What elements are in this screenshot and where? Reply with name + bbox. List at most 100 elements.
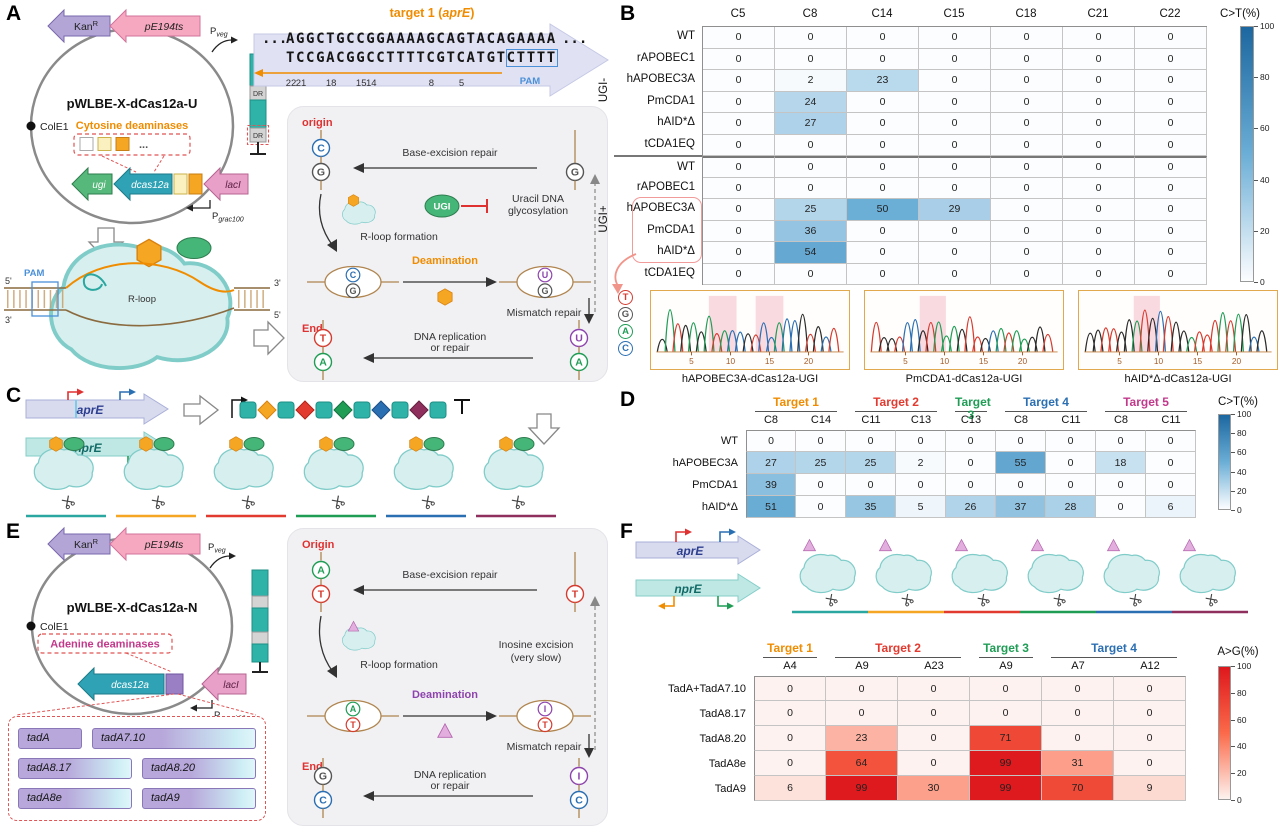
variant-row: tadA tadA7.10 — [18, 728, 256, 749]
ugi-inhibition: UGI Uracil DNA glycosylation — [424, 193, 568, 218]
target-group-header: Target 4 — [1005, 396, 1087, 412]
p-label: P — [208, 542, 214, 553]
heatmap-cell: 39 — [746, 474, 796, 496]
svg-text:G: G — [571, 167, 579, 179]
laci-gene: lacI — [201, 666, 247, 702]
heatmap-cell: 0 — [919, 70, 991, 92]
colorbar-tick-label: 80 — [1237, 428, 1247, 439]
heatmap-cell: 0 — [919, 220, 991, 242]
heatmap-cell: 0 — [1063, 27, 1135, 49]
heatmap-cell: 0 — [754, 701, 826, 726]
col-header: C5 — [730, 8, 746, 20]
heatmap-cell: 0 — [847, 177, 919, 199]
three-prime-label: 3' — [5, 315, 12, 325]
dna-duplex-right — [234, 287, 270, 311]
heatmap-cell: 0 — [746, 430, 796, 452]
ugi-label: ugi — [92, 180, 106, 191]
panel-a-rloop-complex: PAM 5' 3' R-loop 3' 5' — [4, 227, 285, 370]
col-header: C11 — [1061, 414, 1081, 426]
heatmap-cell: 2 — [775, 70, 847, 92]
heatmap-cell: 36 — [775, 220, 847, 242]
variant-connector — [15, 693, 257, 716]
heatmap-cell: 0 — [991, 199, 1063, 221]
panel-b-heatmap: 0 0 0 0 0 0 0 0 0 0 0 0 0 0 0 2 23 0 0 0 0 0 24 0 0 0 0 0 0 27 0 0 0 0 0 0 0… — [702, 26, 1207, 285]
deamination-arrow — [403, 711, 497, 738]
heatmap-cell: 0 — [754, 676, 826, 701]
heatmap-cell: 0 — [919, 91, 991, 113]
npre-label: nprE — [674, 582, 702, 596]
heatmap-cell: 30 — [898, 776, 970, 801]
heatmap-cell: 0 — [1146, 430, 1196, 452]
heatmap-cell: 0 — [1135, 156, 1207, 178]
svg-text:U: U — [575, 333, 583, 345]
heatmap-cell: 0 — [703, 113, 775, 135]
panel-a-label: A — [6, 2, 22, 25]
heatmap-cell: 0 — [847, 27, 919, 49]
colorbar-tick — [1231, 746, 1235, 748]
position-number: 5 — [458, 78, 465, 89]
panel-f-label: F — [620, 520, 633, 543]
row-label: hAID*Δ — [657, 245, 695, 257]
bp-mismatch: IC — [569, 758, 589, 818]
colorbar-tick — [1231, 490, 1235, 492]
glycosylation-label-2: glycosylation — [508, 205, 568, 217]
heatmap-cell: 0 — [898, 676, 970, 701]
heatmap-cell: 0 — [1063, 113, 1135, 135]
heatmap-cell: 0 — [991, 134, 1063, 156]
panel-b-column-headers: C5 C8 C14 C15 C18 C21 C22 — [702, 8, 1206, 20]
heatmap-cell: 26 — [946, 496, 996, 518]
heatmap-cell: 0 — [970, 676, 1042, 701]
heatmap-cell: 0 — [754, 726, 826, 751]
heatmap-cell: 71 — [970, 726, 1042, 751]
heatmap-cell: 0 — [775, 177, 847, 199]
p-label: P — [210, 26, 216, 37]
heatmap-cell: 35 — [846, 496, 896, 518]
heatmap-cell: 0 — [1063, 70, 1135, 92]
colorbar-tick-label: 20 — [1237, 768, 1247, 779]
deamination-arrow — [403, 277, 497, 306]
flow-arrow-right — [183, 394, 220, 426]
pe194ts-label: pE194ts — [144, 539, 184, 551]
heatmap-cell: 0 — [847, 113, 919, 135]
heatmap-cell: 9 — [1114, 776, 1186, 801]
replication-arrow — [363, 353, 533, 363]
svg-text:20: 20 — [1018, 357, 1028, 366]
col-header: C8 — [1113, 414, 1129, 426]
panel-a-mechanism: origin CG G Base-excision repair R-loop … — [287, 106, 608, 382]
heatmap-cell: 27 — [746, 452, 796, 474]
ellipsis: ... — [139, 139, 148, 151]
heatmap-cell: 51 — [746, 496, 796, 518]
five-prime-label: 5' — [274, 310, 281, 320]
variant-chip: tadA — [18, 728, 82, 749]
svg-text:I: I — [578, 771, 581, 783]
deaminase-slot-1 — [173, 173, 188, 195]
pink-arrow — [612, 253, 637, 294]
ugi-label: UGI — [434, 202, 451, 213]
svg-text:5: 5 — [1117, 357, 1122, 366]
col-header: C13 — [910, 414, 932, 426]
pgrac-promoter: Pgrac100 — [186, 200, 244, 224]
heatmap-cell: 0 — [1114, 726, 1186, 751]
mechanism-panel-bg — [287, 106, 608, 382]
colorbar-tick-label: 20 — [1260, 225, 1270, 236]
heatmap-cell: 0 — [1096, 430, 1146, 452]
colorbar-tick-label: 60 — [1237, 714, 1247, 725]
heatmap-cell: 23 — [826, 726, 898, 751]
heatmap-cell: 0 — [703, 177, 775, 199]
heatmap-cell: 5 — [896, 496, 946, 518]
glycosylation-label-1: Uracil DNA — [512, 193, 564, 205]
variant-chip: tadA8e — [18, 788, 132, 809]
colorbar-tick — [1254, 128, 1258, 130]
panel-c-diagram: aprE nprE — [25, 388, 561, 518]
heatmap-cell: 0 — [1135, 220, 1207, 242]
col-header: C14 — [810, 414, 832, 426]
colorbar-tick-label: 60 — [1260, 123, 1270, 134]
target-group-header: Target 4 — [1051, 642, 1177, 658]
ellipsis-left: ... — [262, 31, 288, 47]
flow-arrow-right — [253, 320, 285, 356]
cas-complexes — [26, 436, 556, 518]
base-t-legend: T — [618, 290, 633, 305]
svg-text:Pveg: Pveg — [210, 26, 228, 39]
heatmap-cell: 0 — [1096, 474, 1146, 496]
inosine-label-2: (very slow) — [511, 652, 562, 664]
